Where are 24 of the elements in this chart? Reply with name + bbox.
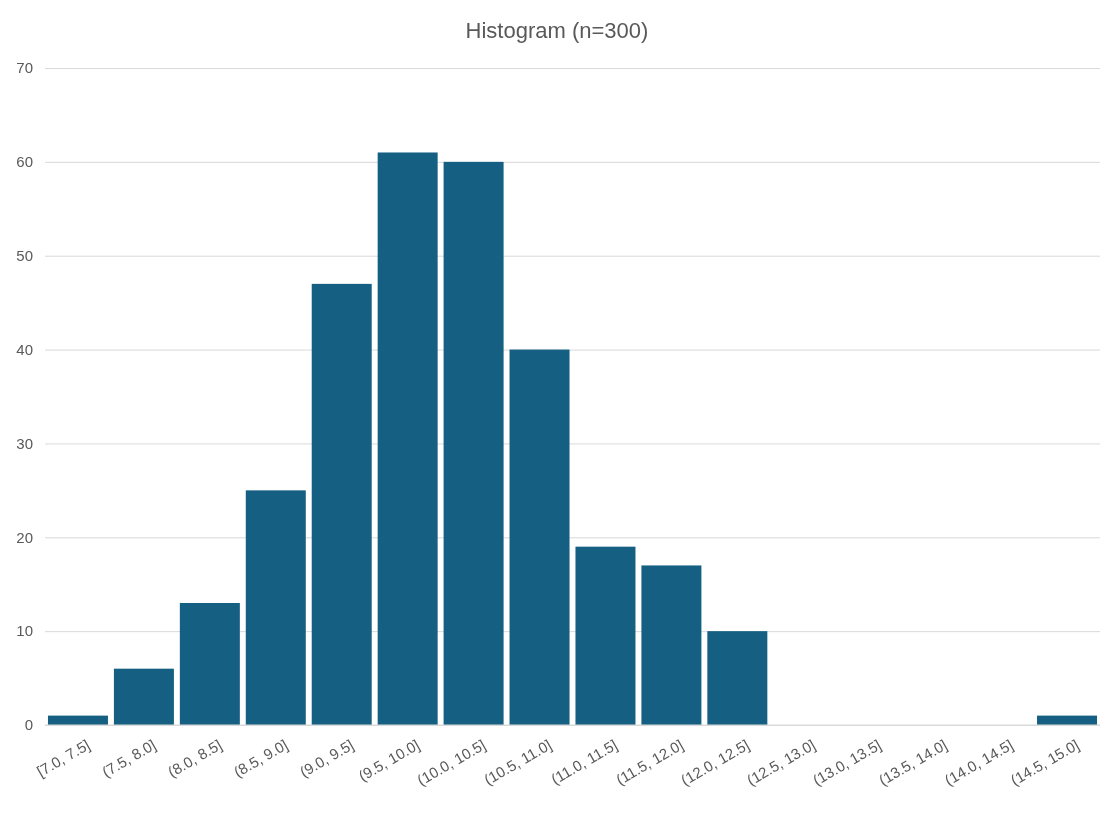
y-tick-label: 70 [16,59,33,77]
bar [641,565,702,725]
x-tick-label: (9.0, 9.5] [296,735,357,781]
y-tick-label: 10 [16,622,33,640]
y-tick-label: 60 [16,153,33,171]
bar [113,668,174,725]
bar [707,631,768,725]
bar [377,152,438,725]
y-tick-label: 30 [16,434,33,452]
x-tick-label: (7.5, 8.0] [98,735,159,781]
y-tick-label: 20 [16,528,33,546]
x-tick-label: (8.0, 8.5] [164,735,225,781]
bar [245,490,306,725]
x-tick-label: [7.0, 7.5] [33,735,93,780]
bar [509,349,570,725]
bar [179,602,240,725]
chart-title: Histogram (n=300) [465,18,649,43]
bar [575,546,636,725]
bar [311,283,372,725]
y-tick-label: 50 [16,247,33,265]
y-tick-label: 40 [16,340,33,358]
bar [443,161,504,725]
y-tick-label: 0 [24,716,33,734]
x-tick-label: (8.5, 9.0] [230,735,291,781]
